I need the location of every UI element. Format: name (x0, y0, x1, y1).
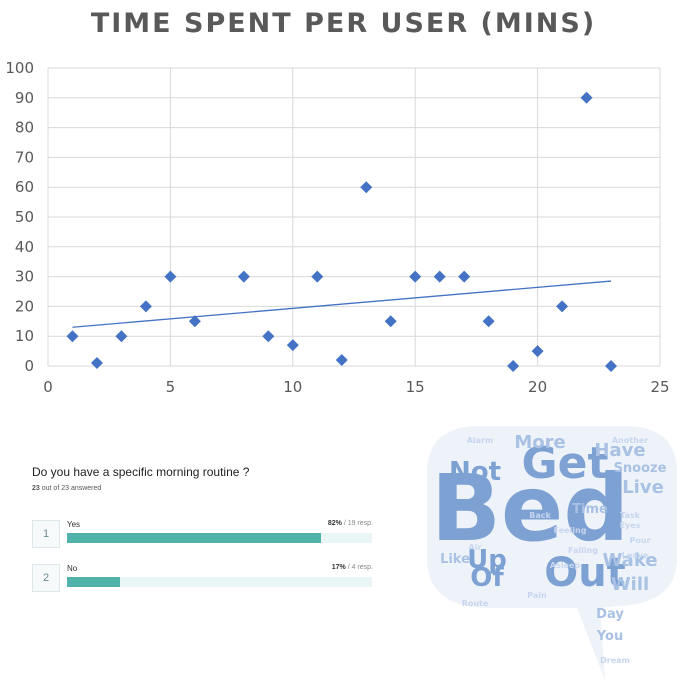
y-tick-label: 50 (15, 208, 34, 226)
word-cloud-word: Snooze (614, 461, 667, 476)
option-index: 2 (32, 564, 60, 592)
word-cloud-word: Leave (622, 551, 649, 560)
y-tick-label: 100 (5, 59, 34, 77)
data-point (90, 357, 103, 370)
data-point (531, 345, 544, 358)
word-cloud-word: Falling (568, 546, 598, 555)
y-tick-label: 30 (15, 268, 34, 286)
x-tick-label: 15 (406, 378, 425, 396)
survey-option-yes: 1 Yes 82% / 19 resp. (32, 520, 377, 548)
word-cloud-word: Eyes (620, 521, 641, 530)
word-cloud-word: Dream (600, 656, 630, 665)
word-cloud-word: Will (611, 574, 649, 595)
data-point (605, 360, 618, 372)
y-tick-label: 20 (15, 297, 34, 315)
data-point (482, 315, 495, 328)
data-point (115, 330, 128, 343)
word-cloud-word: Wake (602, 550, 657, 571)
option-responses: / 19 resp. (343, 520, 373, 527)
x-axis: 0 5 10 15 20 25 (43, 378, 669, 396)
option-label: Yes (67, 520, 81, 529)
survey-option-no: 2 No 17% / 4 resp. (32, 564, 377, 592)
data-point (311, 270, 324, 283)
word-cloud-word: Task (620, 511, 641, 520)
option-bar-track (67, 533, 372, 543)
data-points (66, 91, 618, 372)
scatter-chart: 0 10 20 30 40 50 60 70 80 90 100 0 5 10 15 20 25 (5, 59, 669, 396)
data-point (139, 300, 152, 313)
word-cloud-word: You (596, 629, 623, 644)
word-cloud-word: Asleep (550, 561, 581, 570)
x-tick-label: 10 (283, 378, 302, 396)
word-cloud-word: Live (622, 477, 664, 498)
option-bar-fill (67, 577, 120, 587)
data-point (66, 330, 79, 343)
y-tick-label: 90 (15, 89, 34, 107)
y-axis: 0 10 20 30 40 50 60 70 80 90 100 (5, 59, 34, 375)
word-cloud-word: Pour (630, 536, 651, 545)
survey-panel: Do you have a specific morning routine ?… (32, 465, 377, 608)
survey-question: Do you have a specific morning routine ? (32, 465, 250, 479)
word-cloud-word: Alarm (467, 436, 494, 445)
x-tick-label: 0 (43, 378, 53, 396)
word-cloud-word: Of (470, 563, 504, 593)
data-point (384, 315, 397, 328)
option-percent-value: 17% (331, 564, 346, 571)
speech-bubble-shape (427, 426, 677, 680)
data-point (237, 270, 250, 283)
data-point (433, 270, 446, 283)
option-bar-fill (67, 533, 322, 543)
trendline-layer (72, 280, 612, 328)
option-percent: 17% / 4 resp. (332, 564, 373, 571)
data-point (335, 354, 348, 367)
word-cloud-word: More (514, 432, 565, 453)
y-tick-label: 60 (15, 178, 34, 196)
data-point (188, 315, 201, 328)
chart-title: TIME SPENT PER USER (MINS) (90, 8, 597, 39)
word-cloud-word: Get (522, 438, 609, 489)
word-cloud-word: Up (467, 545, 507, 575)
data-point (458, 270, 471, 283)
option-label: No (67, 564, 78, 573)
word-cloud-word: Route (462, 599, 489, 608)
y-tick-label: 80 (15, 119, 34, 137)
data-point (286, 339, 299, 352)
data-point (580, 91, 593, 104)
x-tick-label: 20 (528, 378, 547, 396)
data-point (409, 270, 422, 283)
option-index: 1 (32, 520, 60, 548)
word-cloud-word: Like (440, 552, 470, 567)
word-cloud-word: Feeling (554, 526, 587, 535)
y-tick-label: 70 (15, 148, 34, 166)
word-cloud-word: Pain (527, 591, 547, 600)
word-cloud-word: Back (529, 511, 551, 520)
x-tick-label: 5 (166, 378, 176, 396)
option-percent-value: 82% (327, 520, 342, 527)
x-tick-label: 25 (650, 378, 669, 396)
word-cloud-word: Bed (431, 455, 629, 562)
data-point (556, 300, 569, 313)
word-cloud-word: Time (572, 502, 608, 517)
word-cloud-word: Air (469, 543, 482, 552)
word-cloud-word: Another (612, 436, 648, 445)
answered-text: out of 23 answered (41, 485, 102, 492)
option-bar-track (67, 577, 372, 587)
option-responses: / 4 resp. (347, 564, 373, 571)
survey-answered: 23 out of 23 answered (32, 485, 377, 492)
y-tick-label: 0 (24, 357, 34, 375)
y-tick-label: 40 (15, 238, 34, 256)
word-cloud-word: Have (594, 440, 645, 461)
data-point (164, 270, 177, 283)
word-cloud-word: Out (544, 550, 626, 596)
data-point (507, 360, 520, 372)
answered-count: 23 (32, 485, 40, 492)
trendline (72, 280, 612, 328)
word-cloud-word: Day (596, 607, 624, 622)
option-percent: 82% / 19 resp. (328, 520, 373, 527)
data-point (360, 181, 373, 194)
word-cloud-word: Not (449, 457, 501, 487)
y-tick-label: 10 (15, 327, 34, 345)
data-point (262, 330, 275, 343)
